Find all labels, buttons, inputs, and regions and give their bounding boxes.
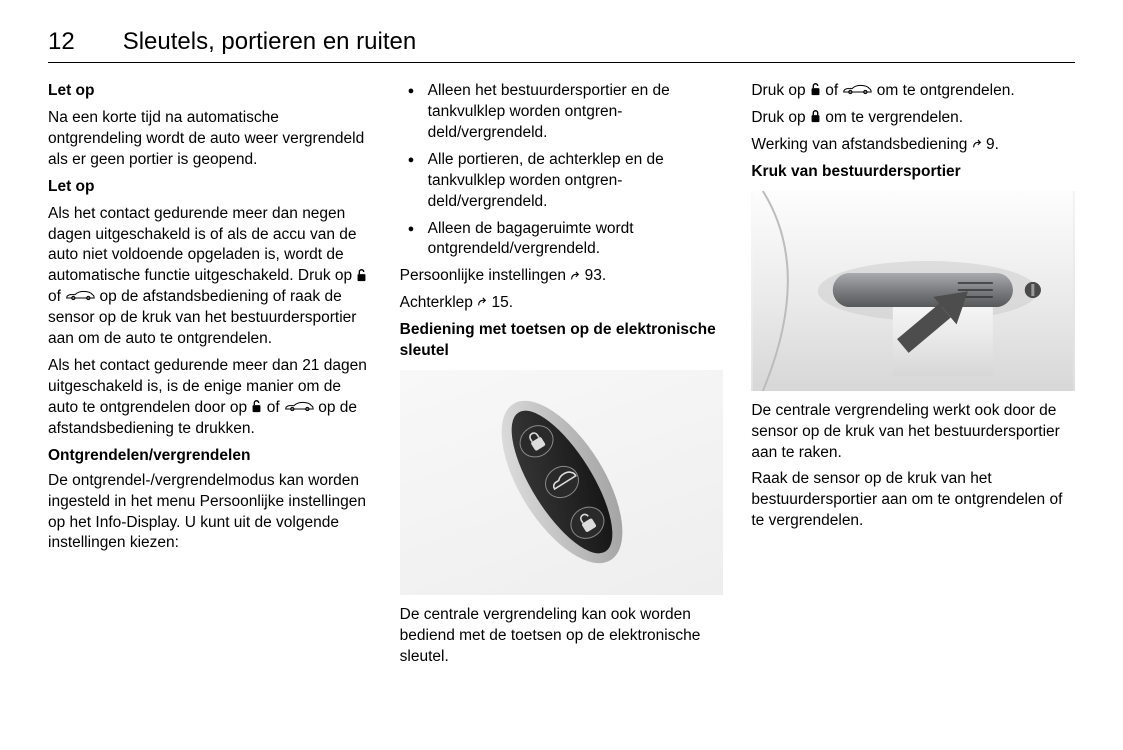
text: of [267,399,284,416]
reference-arrow-icon [570,269,580,285]
car-outline-icon [65,289,95,305]
section-heading: Bediening met toetsen op de elektronisch… [400,320,724,362]
column-1: Let op Na een korte tijd na automatische… [48,81,372,674]
lock-open-icon [251,399,262,417]
text: om te vergrendelen. [825,109,963,126]
page-number: 12 [48,28,75,56]
page-header: 12 Sleutels, portieren en ruiten [48,28,1075,63]
key-fob-illustration [400,370,724,595]
section-heading: Kruk van bestuurdersportier [751,162,1075,183]
body-text: Raak de sensor op de kruk van het bestuu… [751,469,1075,532]
text: Druk op [751,82,810,99]
text: om te ontgrende­len. [877,82,1015,99]
notice-heading: Let op [48,81,372,102]
notice-body: Als het contact gedurende meer dan negen… [48,204,372,350]
text: 93. [580,267,606,284]
body-text: De ontgrendel-/vergrendelmodus kan worde… [48,471,372,555]
text: 9. [982,136,999,153]
bullet-list: Alleen het bestuurdersportier en de tank… [400,81,724,260]
image-caption: De centrale vergrendeling kan ook worden… [400,605,724,668]
content-columns: Let op Na een korte tijd na automatische… [48,81,1075,674]
notice-body: Als het contact gedurende meer dan 21 da… [48,356,372,440]
image-caption: De centrale vergrendeling werkt ook door… [751,401,1075,464]
page: 12 Sleutels, portieren en ruiten Let op … [0,0,1123,704]
lock-open-icon [356,268,367,286]
car-outline-icon [284,400,314,416]
text: Persoonlijke instellingen [400,267,571,284]
body-text: Druk op om te vergrendelen. [751,108,1075,129]
notice-heading: Let op [48,177,372,198]
lock-closed-icon [810,109,821,127]
list-item: Alleen de bagageruimte wordt ontgrendeld… [400,219,724,261]
section-heading: Ontgrendelen/vergrendelen [48,446,372,467]
cross-reference: Achterklep 15. [400,293,724,314]
text: 15. [487,294,513,311]
reference-arrow-icon [477,295,487,311]
body-text: Druk op of om te ontgrende­len. [751,81,1075,102]
text: op de afstandsbediening of raak de senso… [48,288,356,347]
cross-reference: Werking van afstandsbediening 9. [751,135,1075,156]
text: of [48,288,65,305]
column-2: Alleen het bestuurdersportier en de tank… [400,81,724,674]
text: of [825,82,842,99]
text: Achterklep [400,294,478,311]
lock-open-icon [810,82,821,100]
cross-reference: Persoonlijke instellingen 93. [400,266,724,287]
column-3: Druk op of om te ontgrende­len. Druk op … [751,81,1075,674]
text: Druk op [751,109,810,126]
list-item: Alle portieren, de achterklep en de tank… [400,150,724,213]
list-item: Alleen het bestuurdersportier en de tank… [400,81,724,144]
car-outline-icon [842,83,872,99]
reference-arrow-icon [972,137,982,153]
notice-body: Na een korte tijd na automatische ontgre… [48,108,372,171]
text: Werking van afstandsbediening [751,136,971,153]
text: Als het contact gedurende meer dan negen… [48,205,357,285]
chapter-title: Sleutels, portieren en ruiten [123,28,417,56]
door-handle-illustration [751,191,1075,391]
